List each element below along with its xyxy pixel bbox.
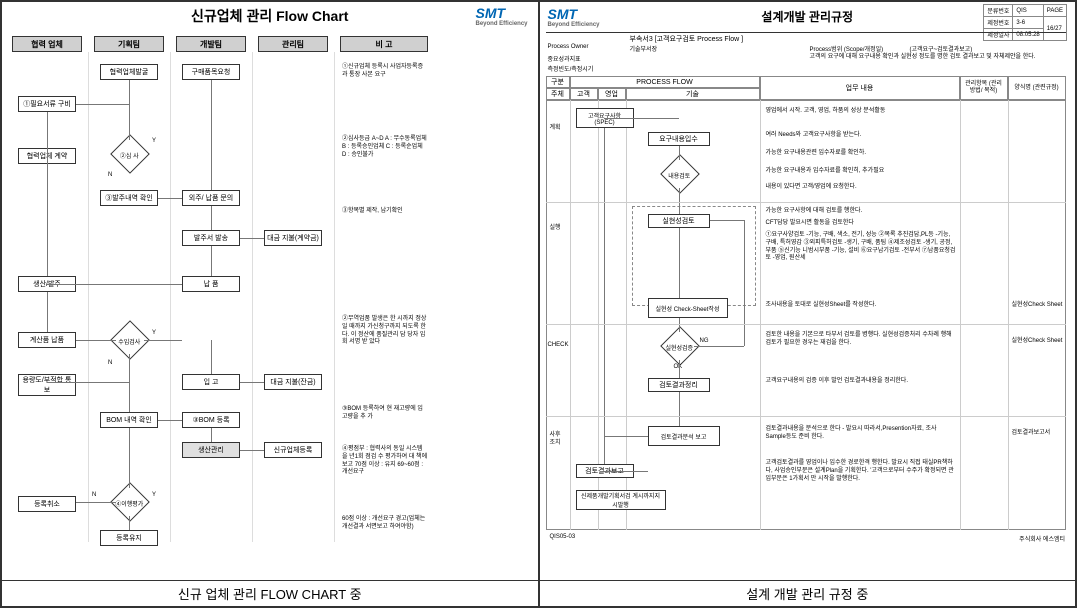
left-title: 신규업체 관리 Flow Chart — [191, 6, 348, 26]
node: 요구내용입수 — [648, 132, 710, 146]
note: ②심사등급 A~D A : 무수동록업체 B : 등록승인업체 C : 등록순업… — [342, 136, 428, 159]
node: 납 품 — [182, 276, 240, 292]
node: 등록유지 — [100, 530, 158, 546]
right-chart: SMT Beyond Efficiency 설계개발 관리규정 문류번호QISP… — [540, 2, 1076, 580]
col-hdr: 비 고 — [340, 36, 428, 52]
smt-logo: SMT Beyond Efficiency — [475, 5, 527, 27]
node: 대금 지불(잔금) — [264, 374, 322, 390]
info-table: 문류번호QISPAGE 제정번호3-616/27 제정일자08.05.28 — [983, 4, 1067, 41]
node: 실현성 Check-Sheet작성 — [648, 298, 728, 318]
node: 발주서 발송 — [182, 230, 240, 246]
node: 신규업체등록 — [264, 442, 322, 458]
note: ②무역업품 발생은 한 시까지 정상일 때까지 가신청구까지 되도록 한다. 이… — [342, 316, 428, 347]
note: ③BOM 등록하여 현 재고량에 입고량을 추 가 — [342, 406, 428, 422]
note: ③항목별 제작, 납기확인 — [342, 208, 428, 216]
col-hdr: 기획팀 — [94, 36, 164, 52]
col-hdr: 관리팀 — [258, 36, 328, 52]
node: 입 고 — [182, 374, 240, 390]
node: ③발주내역 확인 — [100, 190, 158, 206]
right-panel: SMT Beyond Efficiency 설계개발 관리규정 문류번호QISP… — [539, 1, 1077, 607]
node: 생산관리 — [182, 442, 240, 458]
node: ③BOM 등록 — [182, 412, 240, 428]
node: 계산품 납품 — [18, 332, 76, 348]
col-hdr: 협력 업체 — [12, 36, 82, 52]
node: 외주/ 납품 문의 — [182, 190, 240, 206]
left-caption: 신규 업체 관리 FLOW CHART 중 — [2, 580, 538, 606]
decision: ④이행평가 — [110, 482, 150, 522]
note: ④평점부 : 협력사의 동일 시스템을 년1회 점검 수 평가하여 대 책에 보… — [342, 446, 428, 477]
note: ①신규업체 등록시 사업자등록증과 통장 사본 요구 — [342, 64, 428, 80]
node: 검토결과분석 보고 — [648, 426, 720, 446]
node: 검토결과정리 — [648, 378, 710, 392]
decision: ②심 사 — [110, 134, 150, 174]
node: 대금 지불(계약금) — [264, 230, 322, 246]
node: 용량도/부적합 통보 — [18, 374, 76, 396]
left-chart: 협력 업체 기획팀 개발팀 관리팀 비 고 협력업체발굴 구매품목요청 ①필요서… — [2, 30, 538, 580]
node: 등록취소 — [18, 496, 76, 512]
col-hdr: 개발팀 — [176, 36, 246, 52]
node: BOM 내역 확인 — [100, 412, 158, 428]
node: ①필요서류 구비 — [18, 96, 76, 112]
node: 실현성검토 — [648, 214, 710, 228]
left-header: 신규업체 관리 Flow Chart SMT Beyond Efficiency — [2, 2, 538, 30]
right-caption: 설계 개발 관리 규정 중 — [540, 580, 1076, 606]
left-panel: 신규업체 관리 Flow Chart SMT Beyond Efficiency… — [1, 1, 539, 607]
node: 신제품개발기획서검 계시까지지시발행 — [576, 490, 666, 510]
note: 60점 이상 : 개선요구 경고(업체는 개선결과 서면보고 하여야함) — [342, 516, 428, 532]
node: 협력업체발굴 — [100, 64, 158, 80]
node: 구매품목요청 — [182, 64, 240, 80]
